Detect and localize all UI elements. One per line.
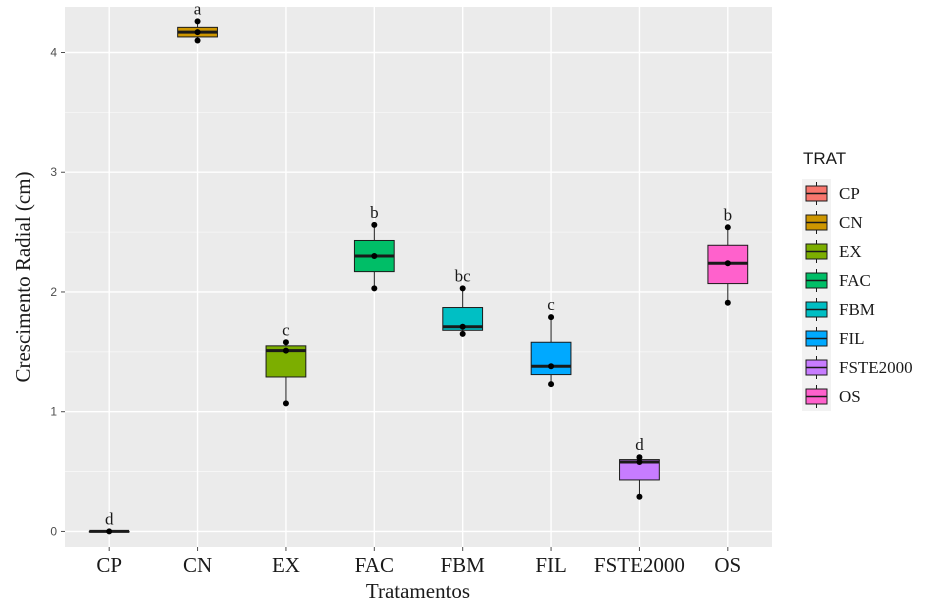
legend-item-cn: CN — [802, 208, 863, 237]
significance-labels: d a c b bc c d b — [105, 0, 732, 528]
data-point — [724, 260, 731, 267]
legend-item-fil: FIL — [802, 324, 865, 353]
significance-label: d — [105, 509, 114, 528]
y-tick-label: 4 — [50, 45, 57, 59]
y-tick-label: 2 — [50, 285, 57, 299]
legend-label: FIL — [839, 329, 865, 348]
x-axis-title: Tratamentos — [366, 579, 470, 601]
significance-label: a — [194, 0, 202, 18]
legend-label: EX — [839, 242, 862, 261]
box-cp — [88, 528, 130, 535]
x-axis: CP CN EX FAC FBM FIL FSTE2000 OS — [96, 547, 741, 577]
box-os — [707, 224, 749, 306]
box-cn — [177, 18, 218, 44]
legend-label: CN — [839, 213, 863, 232]
box-iqr — [442, 307, 484, 331]
data-point — [724, 299, 731, 306]
y-tick-label: 3 — [50, 165, 57, 179]
y-tick-label: 0 — [50, 524, 57, 538]
legend-item-fac: FAC — [802, 266, 871, 295]
legend-label: CP — [839, 184, 860, 203]
significance-label: c — [282, 320, 290, 339]
significance-label: d — [635, 435, 644, 454]
data-point — [636, 493, 643, 500]
legend-item-ex: EX — [802, 237, 862, 266]
legend: TRAT CP CN EX FAC FBM FIL FSTE2000 OS — [802, 149, 913, 411]
data-point — [106, 528, 113, 535]
data-point — [282, 400, 289, 407]
data-point — [548, 381, 555, 388]
x-tick-label: FIL — [535, 553, 567, 577]
legend-item-cp: CP — [802, 179, 860, 208]
box-fac — [353, 221, 395, 292]
box-iqr — [530, 341, 572, 376]
x-tick-label: CP — [96, 553, 122, 577]
significance-label: c — [547, 295, 555, 314]
data-point — [282, 339, 289, 346]
data-point — [459, 330, 466, 337]
y-axis: 0 1 2 3 4 — [50, 45, 65, 538]
legend-item-fbm: FBM — [802, 295, 875, 324]
significance-label: b — [724, 205, 733, 224]
box-fbm — [442, 285, 484, 337]
plot-panel — [65, 7, 772, 547]
data-point — [194, 18, 201, 25]
legend-title: TRAT — [803, 149, 846, 168]
x-tick-label: FBM — [441, 553, 486, 577]
data-point — [371, 221, 378, 228]
data-point — [371, 253, 378, 260]
legend-label: OS — [839, 387, 861, 406]
significance-label: bc — [455, 266, 472, 285]
box-ex — [265, 339, 307, 407]
x-tick-label: OS — [714, 553, 741, 577]
x-tick-label: FSTE2000 — [594, 553, 685, 577]
legend-label: FBM — [839, 300, 875, 319]
data-point — [371, 285, 378, 292]
x-tick-label: FAC — [355, 553, 394, 577]
data-point — [459, 285, 466, 292]
x-tick-label: EX — [272, 553, 300, 577]
data-point — [548, 314, 555, 321]
legend-item-fste2000: FSTE2000 — [802, 353, 913, 382]
data-point — [194, 37, 201, 44]
box-fil — [530, 314, 572, 388]
y-axis-title: Crescimento Radial (cm) — [11, 171, 35, 382]
significance-label: b — [370, 203, 379, 222]
legend-item-os: OS — [802, 382, 861, 411]
box-fste2000 — [619, 454, 660, 500]
data-point — [194, 29, 201, 36]
legend-label: FAC — [839, 271, 871, 290]
x-tick-label: CN — [183, 553, 212, 577]
y-tick-label: 1 — [50, 405, 57, 419]
data-point — [548, 363, 555, 370]
data-point — [459, 323, 466, 330]
data-point — [724, 224, 731, 231]
data-point — [636, 454, 643, 461]
data-point — [282, 347, 289, 354]
box-series — [88, 18, 749, 535]
legend-label: FSTE2000 — [839, 358, 913, 377]
data-point — [636, 458, 643, 465]
